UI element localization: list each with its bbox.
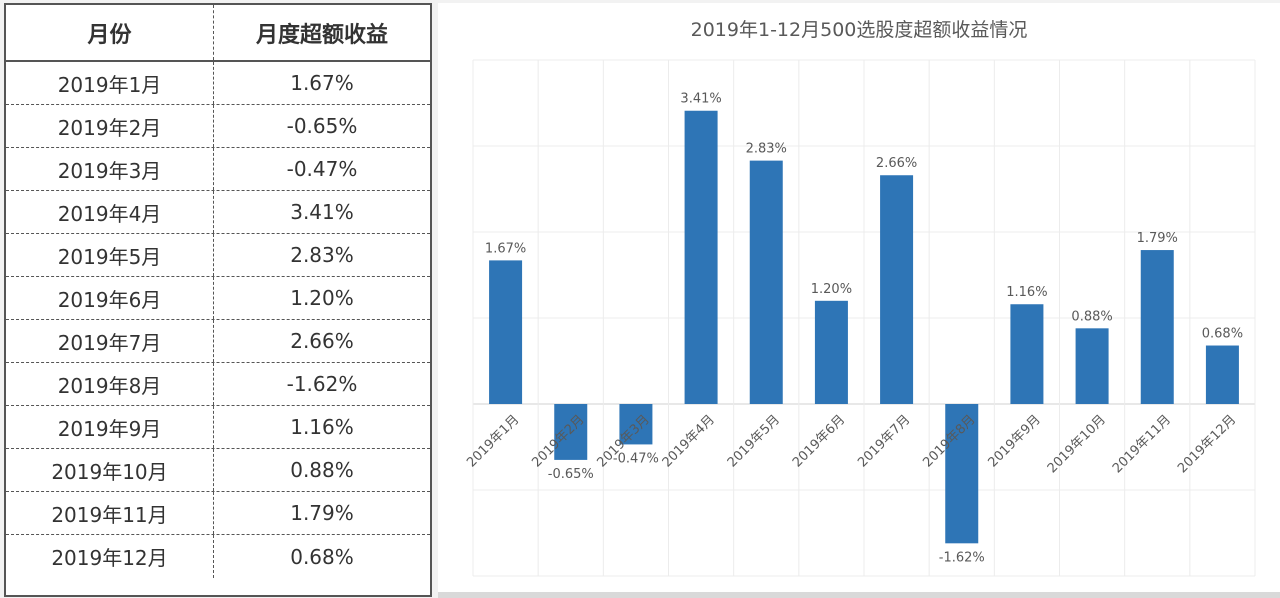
bar	[684, 110, 718, 405]
excess-return-cell: 3.41%	[290, 200, 354, 224]
table-row: 2019年1月 1.67%	[6, 62, 430, 105]
bar	[814, 300, 848, 404]
excess-return-cell: -0.65%	[286, 114, 358, 138]
bottom-strip	[438, 592, 1280, 598]
month-cell: 2019年2月	[6, 105, 214, 147]
bar	[1010, 304, 1044, 404]
table-row: 2019年5月 2.83%	[6, 234, 430, 277]
chart-panel: 2019年1-12月500选股度超额收益情况 1.67% 2019年1月 -0.65…	[438, 3, 1280, 595]
monthly-excess-return-table: 月份 月度超额收益 2019年1月 1.67% 2019年2月 -0.65% 2019年…	[4, 3, 432, 597]
bar	[554, 404, 588, 460]
table-row: 2019年2月 -0.65%	[6, 105, 430, 148]
bar	[619, 404, 653, 445]
data-label: -0.65%	[548, 467, 594, 482]
excess-return-cell: 2.83%	[290, 243, 354, 267]
data-label: 3.41%	[680, 92, 721, 107]
table-row: 2019年12月 0.68%	[6, 535, 430, 578]
bar	[1140, 250, 1174, 404]
x-tick-label: 2019年11月	[1110, 412, 1174, 476]
bar	[945, 404, 979, 544]
month-cell: 2019年10月	[6, 449, 214, 491]
table-row: 2019年8月 -1.62%	[6, 363, 430, 406]
table-row: 2019年6月 1.20%	[6, 277, 430, 320]
x-tick-label: 2019年12月	[1175, 412, 1239, 476]
table-row: 2019年11月 1.79%	[6, 492, 430, 535]
excess-return-cell: 1.79%	[290, 501, 354, 525]
data-label: 2.66%	[876, 156, 917, 171]
header-month: 月份	[6, 5, 214, 60]
excess-return-cell: 0.68%	[290, 544, 354, 569]
month-cell: 2019年3月	[6, 148, 214, 190]
table-row: 2019年10月 0.88%	[6, 449, 430, 492]
data-label: -1.62%	[939, 550, 985, 565]
month-cell: 2019年8月	[6, 363, 214, 405]
x-tick-label: 2019年10月	[1045, 412, 1109, 476]
bar	[1075, 328, 1109, 404]
bar	[880, 175, 914, 404]
excess-return-cell: 0.88%	[290, 458, 354, 482]
excess-return-cell: 1.16%	[290, 415, 354, 439]
table-header-row: 月份 月度超额收益	[6, 5, 430, 62]
table-row: 2019年7月 2.66%	[6, 320, 430, 363]
data-label: 1.20%	[811, 282, 852, 297]
excess-return-cell: 1.20%	[290, 286, 354, 310]
month-cell: 2019年12月	[6, 535, 214, 578]
data-label: 1.67%	[485, 241, 526, 256]
data-label: 2.83%	[746, 142, 787, 157]
table-row: 2019年4月 3.41%	[6, 191, 430, 234]
month-cell: 2019年1月	[6, 62, 214, 104]
excess-return-cell: -0.47%	[286, 157, 358, 181]
table-row: 2019年9月 1.16%	[6, 406, 430, 449]
excess-return-cell: 2.66%	[290, 329, 354, 353]
month-cell: 2019年4月	[6, 191, 214, 233]
month-cell: 2019年11月	[6, 492, 214, 534]
data-label: 0.88%	[1071, 309, 1112, 324]
data-label: 1.16%	[1006, 285, 1047, 300]
data-label: -0.47%	[613, 451, 659, 466]
month-cell: 2019年6月	[6, 277, 214, 319]
chart-title: 2019年1-12月500选股度超额收益情况	[690, 19, 1028, 41]
data-label: 1.79%	[1137, 231, 1178, 246]
data-label: 0.68%	[1202, 327, 1243, 342]
bar	[1205, 345, 1239, 404]
header-excess-return: 月度超额收益	[255, 22, 388, 48]
bar-chart: 1.67%2019年1月-0.65%2019年2月 -0.47%2019年3月3.…	[464, 59, 1256, 577]
excess-return-cell: 1.67%	[290, 71, 354, 95]
month-cell: 2019年7月	[6, 320, 214, 362]
excess-return-cell: -1.62%	[286, 372, 358, 396]
bar	[749, 160, 783, 404]
table-row: 2019年3月 -0.47%	[6, 148, 430, 191]
month-cell: 2019年9月	[6, 406, 214, 448]
month-cell: 2019年5月	[6, 234, 214, 276]
bar	[489, 260, 523, 404]
